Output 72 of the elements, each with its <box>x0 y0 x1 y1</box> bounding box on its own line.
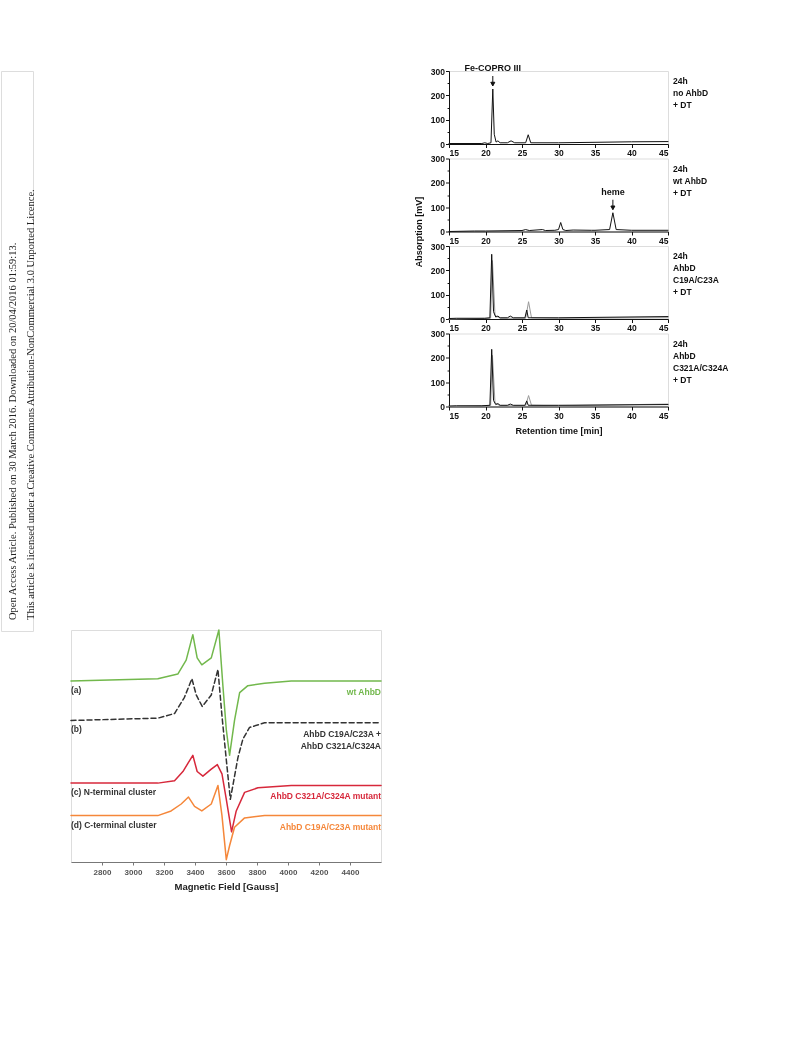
text: 24h AhbD C321A/C324A + DT <box>673 338 729 385</box>
annotation: (c) N-terminal cluster <box>71 787 157 798</box>
annotation: (a) <box>71 685 82 696</box>
x-tick-label: 20 <box>481 410 491 421</box>
x-tick-label: 30 <box>554 235 564 246</box>
y-tick-label: 0 <box>440 402 446 412</box>
x-tick-label: 35 <box>590 148 601 158</box>
x-tick-label: 4000 <box>279 867 298 877</box>
x-tick-label: 25 <box>517 323 528 333</box>
annotation: Fe-COPRO III <box>464 63 522 74</box>
y-tick-label: 0 <box>440 314 446 325</box>
text: This article is licensed under a Creative Commons Attribution-NonCommercial 3.0 Unported Licence. <box>25 189 36 620</box>
annotation: heme <box>601 186 625 197</box>
x-tick-label: 45 <box>659 410 669 421</box>
text: 24h wt AhbD + DT <box>672 163 708 198</box>
x-tick-label: 35 <box>590 323 601 333</box>
x-tick-label: 25 <box>517 235 528 246</box>
y-tick-label: 300 <box>430 66 446 77</box>
x-tick-label: 40 <box>627 323 637 333</box>
series-label: AhbD C321A/C324A mutant <box>270 791 382 802</box>
series-label: AhbD C19A/C23A mutant <box>279 821 382 832</box>
y-tick-label: 200 <box>430 90 446 101</box>
x-tick-label: 30 <box>554 148 564 158</box>
x-tick-label: 45 <box>659 323 669 333</box>
x-tick-label: 25 <box>517 410 528 421</box>
x-tick-label: 4400 <box>341 867 360 877</box>
x-tick-label: 3000 <box>124 867 143 877</box>
x-tick-label: 40 <box>627 235 637 246</box>
x-tick-label: 15 <box>449 235 460 246</box>
x-tick-label: 35 <box>590 410 601 421</box>
x-tick-label: 3400 <box>186 867 205 877</box>
x-tick-label: 40 <box>627 410 637 421</box>
y-tick-label: 100 <box>430 202 446 213</box>
x-tick-label: 45 <box>659 148 669 158</box>
x-tick-label: 20 <box>481 235 491 246</box>
y-tick-label: 0 <box>440 227 446 237</box>
x-tick-label: 20 <box>481 323 491 333</box>
text: Open Access Article. Published on 30 March 2016. Downloaded on 20/04/2016 01:59:13. <box>7 242 18 620</box>
x-tick-label: 3600 <box>217 867 236 877</box>
annotation: (b) <box>71 724 83 735</box>
series-label: AhbD C19A/C23A + AhbD C321A/C324A <box>300 728 382 751</box>
x-tick-label: 30 <box>554 323 564 333</box>
y-tick-label: 300 <box>430 329 446 339</box>
x-tick-label: 40 <box>627 148 637 158</box>
y-tick-label: 300 <box>430 241 446 252</box>
y-tick-label: 200 <box>430 265 446 276</box>
y-tick-label: 200 <box>430 178 446 189</box>
y-tick-label: 0 <box>440 139 446 150</box>
x-tick-label: 35 <box>590 235 601 246</box>
x-tick-label: 25 <box>517 148 528 158</box>
x-tick-label: 4200 <box>310 867 329 877</box>
x-tick-label: 15 <box>449 148 460 158</box>
y-tick-label: 100 <box>430 377 446 388</box>
x-axis-title: Magnetic Field [Gauss] <box>174 880 279 892</box>
x-tick-label: 15 <box>449 410 460 421</box>
x-tick-label: 2800 <box>93 867 112 877</box>
y-tick-label: 300 <box>430 154 446 164</box>
y-tick-label: 100 <box>430 115 446 126</box>
text: 24h no AhbD + DT <box>673 76 709 110</box>
annotation: (d) C-terminal cluster <box>71 819 158 830</box>
text: 24h AhbD C19A/C23A + DT <box>673 251 719 297</box>
x-tick-label: 45 <box>659 235 669 246</box>
x-tick-label: 3800 <box>248 867 267 877</box>
y-tick-label: 100 <box>430 290 446 301</box>
x-tick-label: 30 <box>554 410 564 421</box>
y-axis-title: Absorption [mV] <box>413 196 424 268</box>
x-tick-label: 20 <box>481 148 491 158</box>
y-tick-label: 200 <box>430 353 446 364</box>
x-tick-label: 15 <box>449 323 460 333</box>
x-axis-title: Retention time [min] <box>515 426 603 436</box>
series-label: wt AhbD <box>345 687 381 698</box>
x-tick-label: 3200 <box>155 867 174 877</box>
